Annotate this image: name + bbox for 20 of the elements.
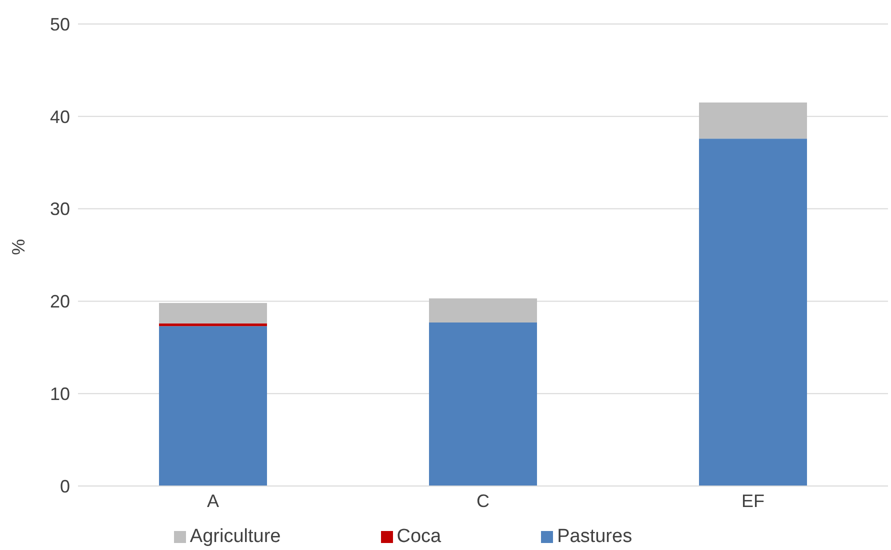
legend-label: Pastures	[557, 526, 632, 547]
y-tick-label: 50	[50, 14, 70, 34]
bar	[699, 138, 807, 486]
legend-label: Agriculture	[190, 526, 281, 547]
bar	[159, 303, 267, 324]
bar	[429, 322, 537, 486]
y-axis-title: %	[8, 238, 28, 255]
legend-label: Coca	[396, 526, 442, 547]
x-tick-label: C	[476, 490, 490, 511]
y-tick-label: 40	[50, 106, 70, 127]
y-tick-label: 10	[50, 384, 70, 404]
x-tick-label: A	[206, 490, 220, 511]
x-tick-label: EF	[741, 490, 765, 511]
bar	[429, 298, 537, 322]
y-tick-label: 20	[50, 292, 70, 312]
bar	[159, 323, 267, 326]
bar	[699, 102, 807, 139]
y-tick-label: 30	[50, 199, 70, 220]
y-tick-label: 0	[60, 476, 70, 496]
bar	[159, 326, 267, 486]
